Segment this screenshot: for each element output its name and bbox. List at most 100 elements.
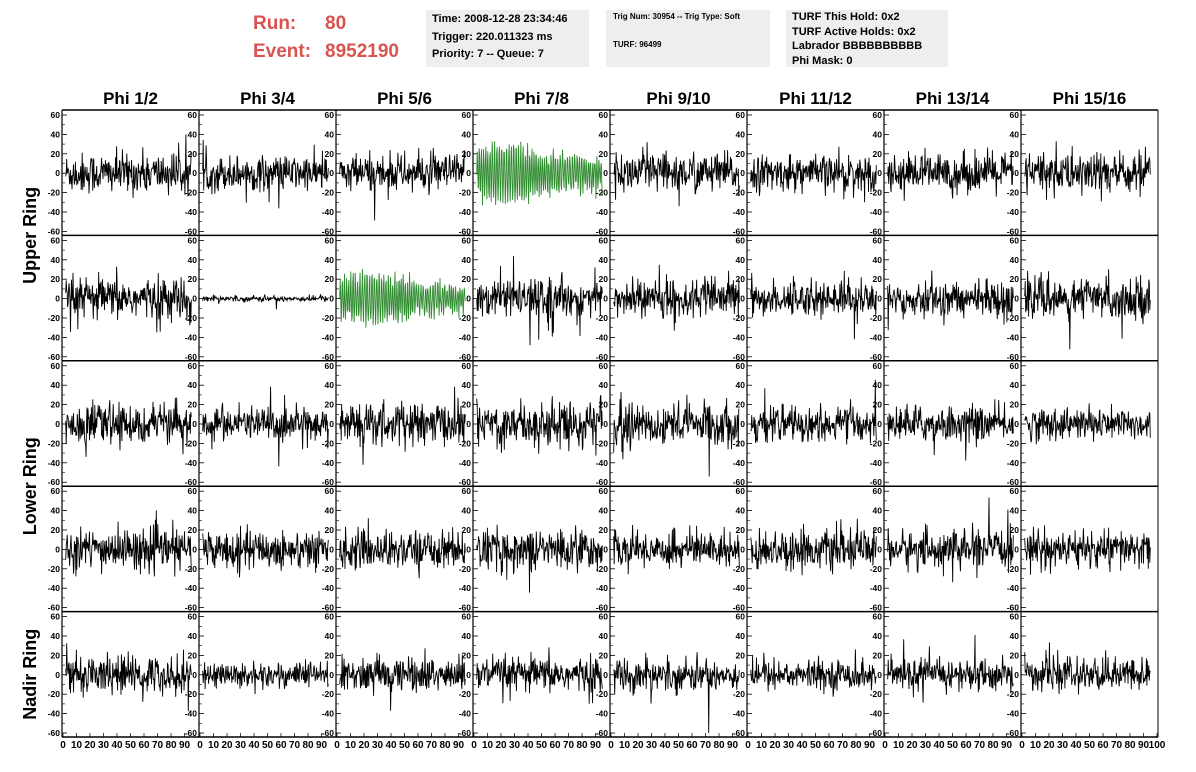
y-tick-label: -60 (1007, 603, 1020, 613)
x-tick-label: 40 (933, 740, 945, 751)
y-tick-label: 0 (55, 419, 60, 429)
x-tick-label: 50 (399, 740, 411, 751)
y-tick-label: 0 (192, 168, 197, 178)
y-tick-label: 40 (599, 631, 609, 641)
y-tick-label: 60 (188, 612, 198, 622)
y-tick-label: -60 (459, 226, 472, 236)
y-tick-label: -60 (1007, 728, 1020, 738)
waveform-trace (65, 397, 192, 457)
y-tick-label: 20 (599, 149, 609, 159)
y-tick-label: 0 (1014, 544, 1019, 554)
y-tick-label: 40 (462, 631, 472, 641)
y-tick-label: -40 (459, 583, 472, 593)
waveform-trace (476, 141, 603, 206)
y-tick-label: 60 (51, 110, 61, 120)
y-tick-label: -60 (596, 728, 609, 738)
waveform-trace (750, 146, 877, 203)
y-tick-label: -20 (1007, 313, 1020, 323)
y-tick-label: 60 (736, 486, 746, 496)
trigger-line: Trigger: 220.011323 ms (432, 30, 553, 43)
y-tick-label: 0 (740, 670, 745, 680)
x-tick-label: 0 (334, 740, 340, 751)
y-tick-label: 40 (188, 380, 198, 390)
x-tick-label: 20 (221, 740, 233, 751)
y-tick-label: 60 (736, 235, 746, 245)
y-tick-label: -60 (459, 603, 472, 613)
y-tick-label: 40 (1010, 255, 1020, 265)
x-tick-label: 10 (893, 740, 905, 751)
y-tick-label: -20 (733, 438, 746, 448)
y-tick-label: -40 (733, 583, 746, 593)
x-tick-label: 80 (439, 740, 451, 751)
y-tick-label: -60 (596, 603, 609, 613)
y-tick-label: 60 (599, 612, 609, 622)
y-tick-label: -40 (48, 709, 61, 719)
y-tick-label: 60 (873, 361, 883, 371)
y-tick-label: 60 (51, 361, 61, 371)
y-tick-label: -60 (185, 477, 198, 487)
waveform-trace (65, 134, 192, 198)
x-tick-label: 30 (98, 740, 110, 751)
y-tick-label: 60 (1010, 110, 1020, 120)
waveform-trace (202, 386, 329, 467)
y-tick-label: -40 (185, 207, 198, 217)
x-tick-label: 20 (1043, 740, 1055, 751)
y-tick-label: -60 (733, 226, 746, 236)
y-tick-label: 40 (736, 506, 746, 516)
y-tick-label: -20 (459, 188, 472, 198)
x-tick-label: 30 (235, 740, 247, 751)
y-tick-label: -60 (185, 603, 198, 613)
y-tick-label: 40 (51, 380, 61, 390)
y-tick-label: 20 (325, 274, 335, 284)
y-tick-label: 0 (1014, 168, 1019, 178)
y-tick-label: 0 (192, 670, 197, 680)
ring-label: Lower Ring (20, 437, 40, 535)
x-tick-label: 0 (882, 740, 888, 751)
waveform-trace (887, 147, 1014, 201)
y-tick-label: 20 (51, 525, 61, 535)
y-tick-label: 60 (325, 486, 335, 496)
x-tick-label: 10 (482, 740, 494, 751)
y-tick-label: -40 (733, 207, 746, 217)
y-tick-label: 60 (873, 486, 883, 496)
x-tick-label: 50 (1084, 740, 1096, 751)
y-tick-label: 20 (188, 525, 198, 535)
y-tick-label: 0 (466, 670, 471, 680)
y-tick-label: 40 (188, 255, 198, 265)
y-tick-label: 0 (1014, 419, 1019, 429)
turf-info-box: TURF This Hold: 0x2 TURF Active Holds: 0… (786, 10, 948, 67)
y-tick-label: -60 (48, 352, 61, 362)
waveform-trace (750, 649, 877, 697)
y-tick-label: -40 (185, 458, 198, 468)
waveform-trace (613, 652, 740, 734)
y-tick-label: -20 (1007, 689, 1020, 699)
y-tick-label: 0 (603, 294, 608, 304)
y-tick-label: 0 (877, 670, 882, 680)
x-tick-label: 10 (71, 740, 83, 751)
y-tick-label: 20 (873, 400, 883, 410)
y-tick-label: -60 (733, 477, 746, 487)
y-tick-label: 60 (325, 235, 335, 245)
y-tick-label: -20 (185, 313, 198, 323)
x-tick-label: 0 (1019, 740, 1025, 751)
y-tick-label: -20 (322, 313, 335, 323)
y-tick-label: 20 (1010, 525, 1020, 535)
y-tick-label: 60 (873, 612, 883, 622)
y-tick-label: -20 (1007, 564, 1020, 574)
y-tick-label: -20 (322, 564, 335, 574)
waveform-trace (339, 268, 466, 328)
waveform-trace (65, 643, 192, 712)
x-tick-label: 40 (111, 740, 123, 751)
y-tick-label: 40 (599, 129, 609, 139)
y-tick-label: 20 (462, 525, 472, 535)
y-tick-label: -40 (1007, 207, 1020, 217)
y-tick-label: 60 (736, 361, 746, 371)
y-tick-label: -60 (596, 477, 609, 487)
y-tick-label: 60 (188, 361, 198, 371)
y-tick-label: -60 (185, 728, 198, 738)
x-tick-label: 80 (576, 740, 588, 751)
y-tick-label: -20 (185, 188, 198, 198)
waveform-trace (202, 139, 329, 209)
x-tick-label: 0 (745, 740, 751, 751)
y-tick-label: 0 (1014, 670, 1019, 680)
